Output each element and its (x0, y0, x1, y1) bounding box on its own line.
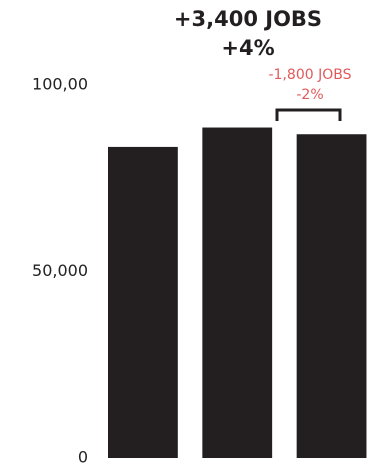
bar (108, 146, 178, 458)
y-tick-label: 0 (78, 448, 88, 467)
bracket (275, 108, 342, 121)
bar (202, 127, 273, 458)
y-tick-label: 50,000 (32, 261, 88, 280)
annotation: +3,400 JOBS (174, 7, 322, 31)
annotation: -1,800 JOBS (269, 67, 352, 83)
y-tick-label: 100,00 (32, 75, 88, 94)
bar (296, 134, 367, 458)
annotation: -2% (296, 87, 323, 103)
annotation: +4% (221, 36, 274, 60)
